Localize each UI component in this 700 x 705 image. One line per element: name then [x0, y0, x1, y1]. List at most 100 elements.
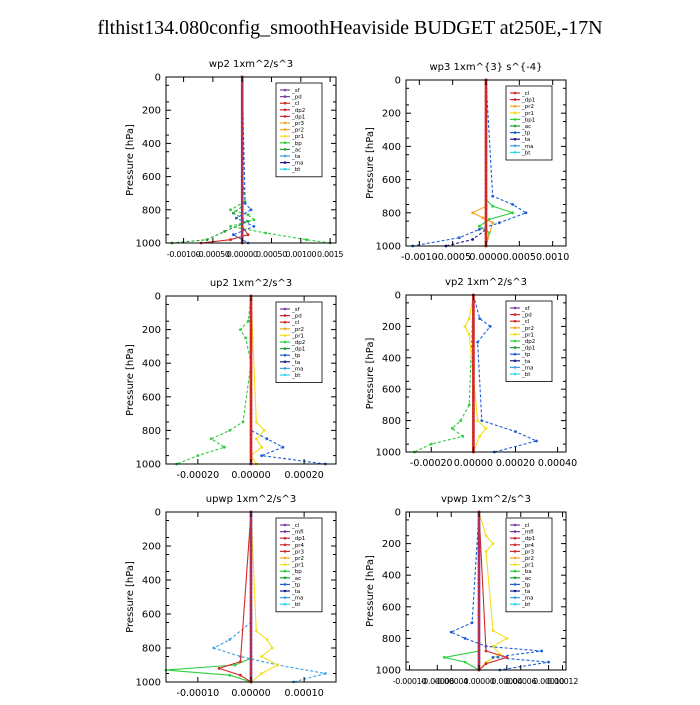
- profile-marker: [472, 395, 475, 399]
- legend-marker: [283, 373, 287, 377]
- legend-marker: [283, 320, 287, 324]
- profile-marker: [249, 374, 253, 378]
- profile-marker: [484, 91, 488, 94]
- legend-label: _ac: [521, 124, 531, 130]
- y-tick-label: 800: [142, 205, 161, 216]
- legend-marker: [283, 141, 287, 145]
- legend-marker: [513, 144, 517, 148]
- x-tick-label: -0.00010: [393, 677, 427, 686]
- profile-marker: [477, 573, 481, 577]
- y-tick-label: 1000: [376, 666, 401, 677]
- profile-marker: [240, 100, 244, 104]
- y-tick-label: 600: [382, 385, 401, 396]
- profile-marker: [249, 625, 253, 629]
- x-tick-label: 0.00006: [505, 677, 536, 686]
- profile-marker: [484, 141, 488, 144]
- data-point: [467, 403, 471, 407]
- data-point: [484, 662, 488, 666]
- y-tick-label: 800: [142, 426, 161, 437]
- profile-marker: [477, 546, 481, 549]
- profile-marker: [249, 591, 253, 595]
- profile-marker: [249, 420, 253, 424]
- profile-marker: [477, 550, 481, 553]
- profile-marker: [484, 107, 488, 111]
- profile-marker: [484, 219, 488, 223]
- data-point: [467, 332, 471, 336]
- profile-marker: [240, 108, 244, 112]
- data-point: [480, 419, 484, 422]
- legend-marker: [513, 556, 517, 560]
- legend-marker: [513, 530, 517, 533]
- profile-marker: [484, 174, 488, 177]
- profile-marker: [240, 191, 244, 195]
- x-tick-label: 0.0000: [469, 252, 502, 263]
- profile-marker: [484, 170, 488, 173]
- data-point: [442, 656, 446, 659]
- data-point: [228, 638, 232, 641]
- legend-marker: [513, 372, 517, 376]
- y-tick-label: 400: [382, 571, 401, 582]
- profile-marker: [484, 207, 488, 210]
- legend-label: _ac: [521, 576, 531, 582]
- y-tick-label: 400: [142, 359, 161, 370]
- profile-marker: [249, 578, 253, 582]
- data-point: [524, 211, 528, 215]
- series-line: [445, 80, 487, 247]
- y-tick-label: 1000: [376, 448, 401, 459]
- legend-label: _bt: [291, 373, 301, 379]
- legend-label: _pr4: [291, 543, 305, 549]
- legend-label: _pr2: [521, 104, 534, 110]
- y-tick-label: 400: [142, 139, 161, 150]
- profile-marker: [484, 199, 488, 202]
- data-point: [477, 224, 481, 228]
- chart-panel: vp2 1xm^2/s^3 Pressure [hPa] 0 200 400 600 800…: [365, 277, 577, 469]
- data-point: [484, 534, 488, 538]
- profile-marker: [249, 544, 253, 548]
- y-tick-label: 200: [382, 322, 401, 333]
- profile-marker: [477, 613, 481, 616]
- legend-marker: [513, 104, 517, 108]
- profile-marker: [240, 133, 244, 137]
- x-tick-label: -0.00100: [167, 250, 201, 259]
- legend-label: _ta: [521, 589, 530, 595]
- profile-marker: [477, 538, 481, 541]
- legend-marker: [283, 367, 287, 370]
- profile-marker: [472, 391, 475, 395]
- x-tick-label: -0.00050: [196, 250, 230, 259]
- profile-marker: [484, 95, 488, 98]
- legend-label: _tp: [521, 582, 531, 588]
- y-tick-label: 0: [155, 508, 161, 519]
- legend-marker: [513, 339, 517, 343]
- series-line: [212, 512, 326, 683]
- legend-marker: [283, 530, 287, 533]
- x-tick-label: 0.00000: [231, 470, 270, 481]
- data-point: [252, 225, 256, 228]
- legend-label: _pr2: [521, 556, 534, 562]
- legend-marker: [283, 314, 287, 317]
- x-tick-label: 0.00012: [547, 677, 578, 686]
- profile-marker: [240, 221, 244, 224]
- profile-marker: [472, 407, 475, 411]
- data-point: [305, 238, 309, 242]
- legend-marker: [283, 550, 287, 553]
- series-line: [444, 512, 480, 671]
- profile-marker: [249, 642, 253, 646]
- legend-label: _pr4: [521, 543, 535, 549]
- y-tick-label: 1000: [136, 239, 161, 250]
- legend-marker: [513, 563, 517, 566]
- data-point: [484, 649, 488, 653]
- y-tick-label: 200: [142, 542, 161, 553]
- y-axis-label: Pressure [hPa]: [125, 561, 136, 633]
- data-point: [487, 218, 491, 221]
- profile-marker: [249, 570, 253, 573]
- legend-label: _bp1: [521, 117, 535, 123]
- profile-marker: [249, 450, 253, 453]
- profile-marker: [472, 309, 475, 313]
- profile-marker: [472, 380, 475, 383]
- profile-marker: [477, 629, 481, 632]
- legend-marker: [513, 111, 517, 115]
- profile-marker: [240, 229, 244, 232]
- chart-title: wp3 1xm^{3} s^{-4}: [429, 62, 542, 73]
- profile-marker: [249, 663, 253, 667]
